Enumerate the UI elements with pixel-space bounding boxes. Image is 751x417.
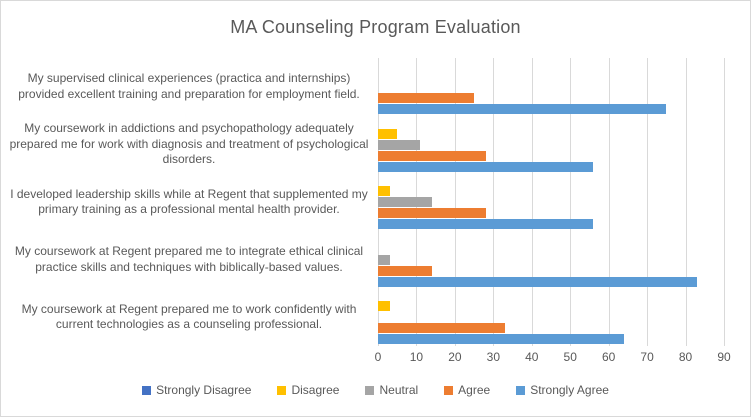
bar-slot [378,128,724,139]
bar-neutral [378,197,432,208]
bar-disagree [378,128,398,139]
bar-slot [378,197,724,208]
bar-slot [378,244,724,254]
bar-slot [378,312,724,322]
bar-group [378,58,724,116]
legend-swatch-icon [365,385,375,395]
bar-group [378,116,724,174]
bar-slot [378,208,724,219]
legend-swatch-icon [444,385,454,395]
legend-label: Strongly Agree [530,383,609,397]
bar-slot [378,93,724,103]
legend-item-strongly-disagree: Strongly Disagree [142,383,251,397]
chart-title: MA Counseling Program Evaluation [230,17,521,37]
bar-slot [378,150,724,161]
bar-slot [378,334,724,345]
x-axis-tick-label: 0 [374,350,382,364]
legend-label: Strongly Disagree [156,383,252,397]
legend-label: Neutral [379,383,419,397]
bar-slot [378,161,724,172]
gridline [454,58,456,346]
bar-strongly-agree [378,161,594,172]
gridline [608,58,610,346]
bar-slot [378,60,724,70]
x-axis-tick-label: 90 [717,350,731,364]
category-label: My coursework at Regent prepared me to i… [14,244,364,274]
gridline [685,58,687,346]
bar-slot [378,118,724,128]
x-axis-tick-label: 30 [486,350,500,364]
x-axis-tick-label: 20 [448,350,462,364]
legend-swatch-icon [277,385,287,395]
bar-strongly-agree [378,276,698,287]
legend-item-strongly-agree: Strongly Agree [516,383,609,397]
category-axis: My supervised clinical experiences (prac… [7,58,371,346]
bar-agree [378,323,505,334]
category-label: I developed leadership skills while at R… [10,186,368,216]
bar-strongly-agree [378,334,625,345]
legend-swatch-icon [516,385,526,395]
bar-disagree [378,186,390,197]
gridline [570,58,572,346]
bar-slot [378,254,724,265]
bar-slot [378,139,724,150]
bar-slot [378,233,724,243]
bar-group [378,288,724,346]
category-label: My coursework in addictions and psychopa… [9,121,369,167]
bar-slot [378,265,724,276]
bar-neutral [378,139,421,150]
bar-slot [378,290,724,300]
category-label: My supervised clinical experiences (prac… [18,71,360,101]
x-axis-tick-label: 10 [409,350,424,364]
bar-strongly-agree [378,104,667,114]
plot-area [378,58,725,346]
gridline [647,58,649,346]
bar-agree [378,208,486,219]
bar-slot [378,104,724,114]
bar-slot [378,276,724,287]
bar-agree [378,265,432,276]
bar-group [378,173,724,231]
bar-slot [378,175,724,185]
value-axis: 0 10 20 30 40 50 60 70 80 90 [375,350,731,366]
bar-slot [378,82,724,92]
bar-disagree [378,301,390,312]
legend-label: Agree [458,383,491,397]
bar-slot [378,186,724,197]
legend: Strongly Disagree Disagree Neutral Agree Str… [1,383,750,397]
legend-swatch-icon [142,385,152,395]
x-axis-tick-label: 80 [678,350,693,364]
legend-item-disagree: Disagree [277,383,339,397]
bar-slot [378,219,724,230]
bar-group [378,231,724,289]
legend-item-agree: Agree [444,383,490,397]
bar-neutral [378,254,390,265]
bar-agree [378,150,486,161]
x-axis-tick-label: 70 [640,350,654,364]
bar-slot [378,323,724,334]
legend-label: Disagree [291,383,340,397]
x-axis-tick-label: 50 [563,350,577,364]
x-axis-tick-label: 40 [525,350,539,364]
category-label: My coursework at Regent prepared me to w… [21,301,357,332]
gridline [724,58,725,346]
gridline [531,58,533,346]
bar-slot [378,71,724,81]
legend-item-neutral: Neutral [365,383,418,397]
bar-strongly-agree [378,219,594,230]
gridline [493,58,495,346]
x-axis-tick-label: 60 [601,350,616,364]
bar-slot [378,301,724,312]
bar-agree [378,93,475,103]
